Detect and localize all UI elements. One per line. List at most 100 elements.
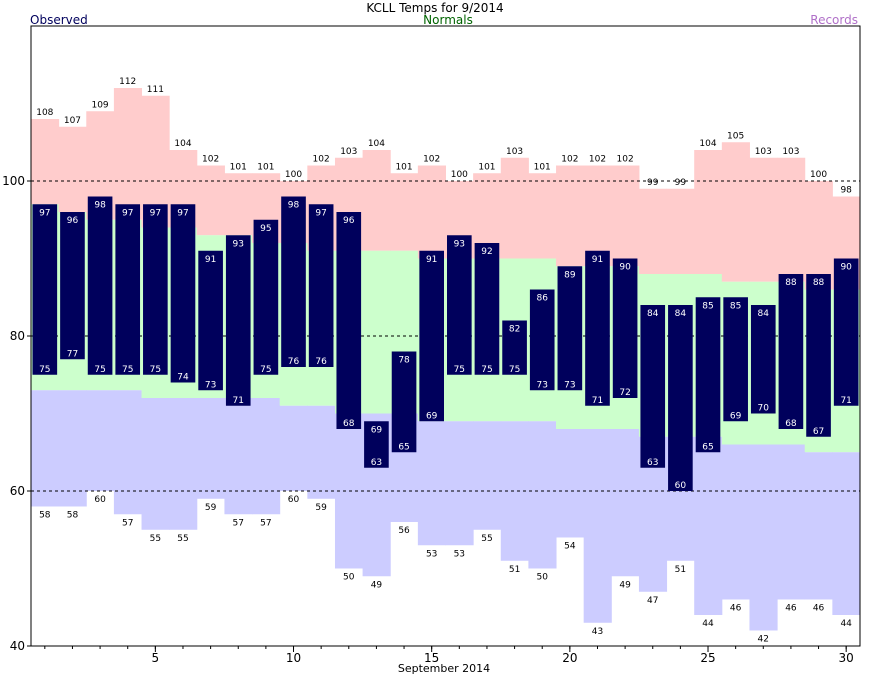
record-low-band: [58, 390, 87, 507]
observed-high-label: 91: [426, 255, 437, 265]
record-high-band: [721, 142, 750, 282]
observed-bar: [502, 320, 527, 375]
record-low-label: 44: [840, 619, 852, 629]
observed-bar: [281, 196, 306, 367]
observed-high-label: 97: [150, 208, 161, 218]
record-low-band: [749, 444, 778, 631]
observed-bar: [364, 421, 389, 468]
record-high-band: [390, 173, 419, 251]
observed-low-label: 70: [758, 404, 770, 414]
observed-bar: [529, 289, 555, 391]
record-low-label: 54: [564, 542, 576, 552]
record-low-label: 55: [177, 534, 188, 544]
record-low-band: [528, 421, 557, 569]
record-low-band: [694, 436, 723, 615]
record-low-label: 44: [702, 619, 714, 629]
record-high-band: [417, 165, 446, 259]
record-low-label: 49: [619, 580, 631, 590]
record-high-label: 99: [675, 178, 687, 188]
record-low-band: [583, 429, 612, 623]
observed-low-label: 68: [343, 419, 355, 429]
observed-high-label: 69: [371, 425, 383, 435]
y-tick-label: 100: [2, 174, 25, 188]
observed-low-label: 69: [426, 411, 438, 421]
observed-high-label: 91: [592, 255, 603, 265]
record-low-band: [445, 421, 474, 546]
observed-high-label: 85: [702, 301, 713, 311]
observed-high-label: 89: [564, 270, 576, 280]
record-low-band: [417, 421, 446, 546]
record-high-label: 112: [119, 77, 136, 87]
observed-bar: [336, 212, 362, 429]
x-tick-label: 15: [424, 651, 439, 665]
observed-bar: [612, 258, 638, 398]
record-low-band: [196, 398, 225, 499]
record-low-band: [224, 398, 253, 515]
observed-bar: [723, 297, 748, 422]
y-tick-label: 80: [10, 329, 25, 343]
record-low-label: 59: [315, 503, 327, 513]
record-high-band: [31, 119, 60, 205]
observed-low-label: 75: [454, 365, 465, 375]
record-high-band: [113, 88, 143, 220]
observed-bar: [32, 204, 58, 375]
record-low-band: [31, 390, 60, 507]
observed-high-label: 90: [840, 263, 852, 273]
record-low-band: [721, 444, 750, 600]
record-low-band: [141, 398, 170, 530]
observed-low-label: 68: [785, 419, 797, 429]
legend-normals: Normals: [423, 13, 473, 27]
observed-high-label: 97: [315, 208, 326, 218]
observed-low-label: 75: [150, 365, 161, 375]
record-high-label: 101: [257, 162, 274, 172]
record-low-band: [804, 452, 833, 600]
observed-low-label: 75: [94, 365, 105, 375]
observed-high-label: 93: [233, 239, 244, 249]
record-high-label: 102: [589, 155, 606, 165]
observed-bar: [225, 235, 251, 406]
record-low-band: [307, 405, 336, 499]
record-low-band: [86, 390, 115, 491]
record-high-band: [583, 165, 612, 267]
record-low-label: 46: [785, 604, 797, 614]
observed-low-label: 71: [840, 396, 851, 406]
observed-low-label: 76: [288, 357, 300, 367]
record-low-band: [611, 429, 640, 577]
record-high-band: [556, 165, 585, 267]
observed-low-label: 76: [315, 357, 327, 367]
x-tick-label: 30: [839, 651, 854, 665]
record-high-label: 103: [782, 147, 799, 157]
record-low-label: 51: [675, 565, 686, 575]
observed-high-label: 78: [398, 356, 410, 366]
record-high-label: 99: [647, 178, 659, 188]
observed-bar: [115, 204, 141, 375]
observed-high-label: 91: [205, 255, 216, 265]
observed-high-label: 96: [67, 216, 79, 226]
record-low-label: 59: [205, 503, 217, 513]
record-high-label: 102: [617, 155, 634, 165]
record-high-band: [777, 157, 806, 282]
record-high-label: 104: [699, 139, 716, 149]
record-low-label: 58: [67, 511, 79, 521]
record-high-label: 108: [36, 108, 53, 118]
y-tick-label: 60: [10, 484, 25, 498]
record-high-band: [638, 188, 668, 274]
record-high-label: 103: [755, 147, 772, 157]
record-low-band: [556, 429, 585, 538]
record-high-band: [500, 157, 529, 259]
observed-low-label: 72: [619, 388, 630, 398]
x-tick-label: 20: [562, 651, 577, 665]
observed-bar: [557, 266, 583, 391]
observed-low-label: 75: [509, 365, 520, 375]
record-high-label: 102: [313, 155, 330, 165]
observed-high-label: 86: [536, 294, 548, 304]
observed-high-label: 84: [647, 309, 659, 319]
observed-low-label: 75: [481, 365, 492, 375]
observed-bar: [419, 250, 444, 422]
record-low-band: [832, 452, 861, 615]
record-low-band: [252, 398, 281, 515]
record-high-label: 103: [506, 147, 523, 157]
record-high-label: 111: [147, 85, 164, 95]
observed-low-label: 75: [122, 365, 133, 375]
